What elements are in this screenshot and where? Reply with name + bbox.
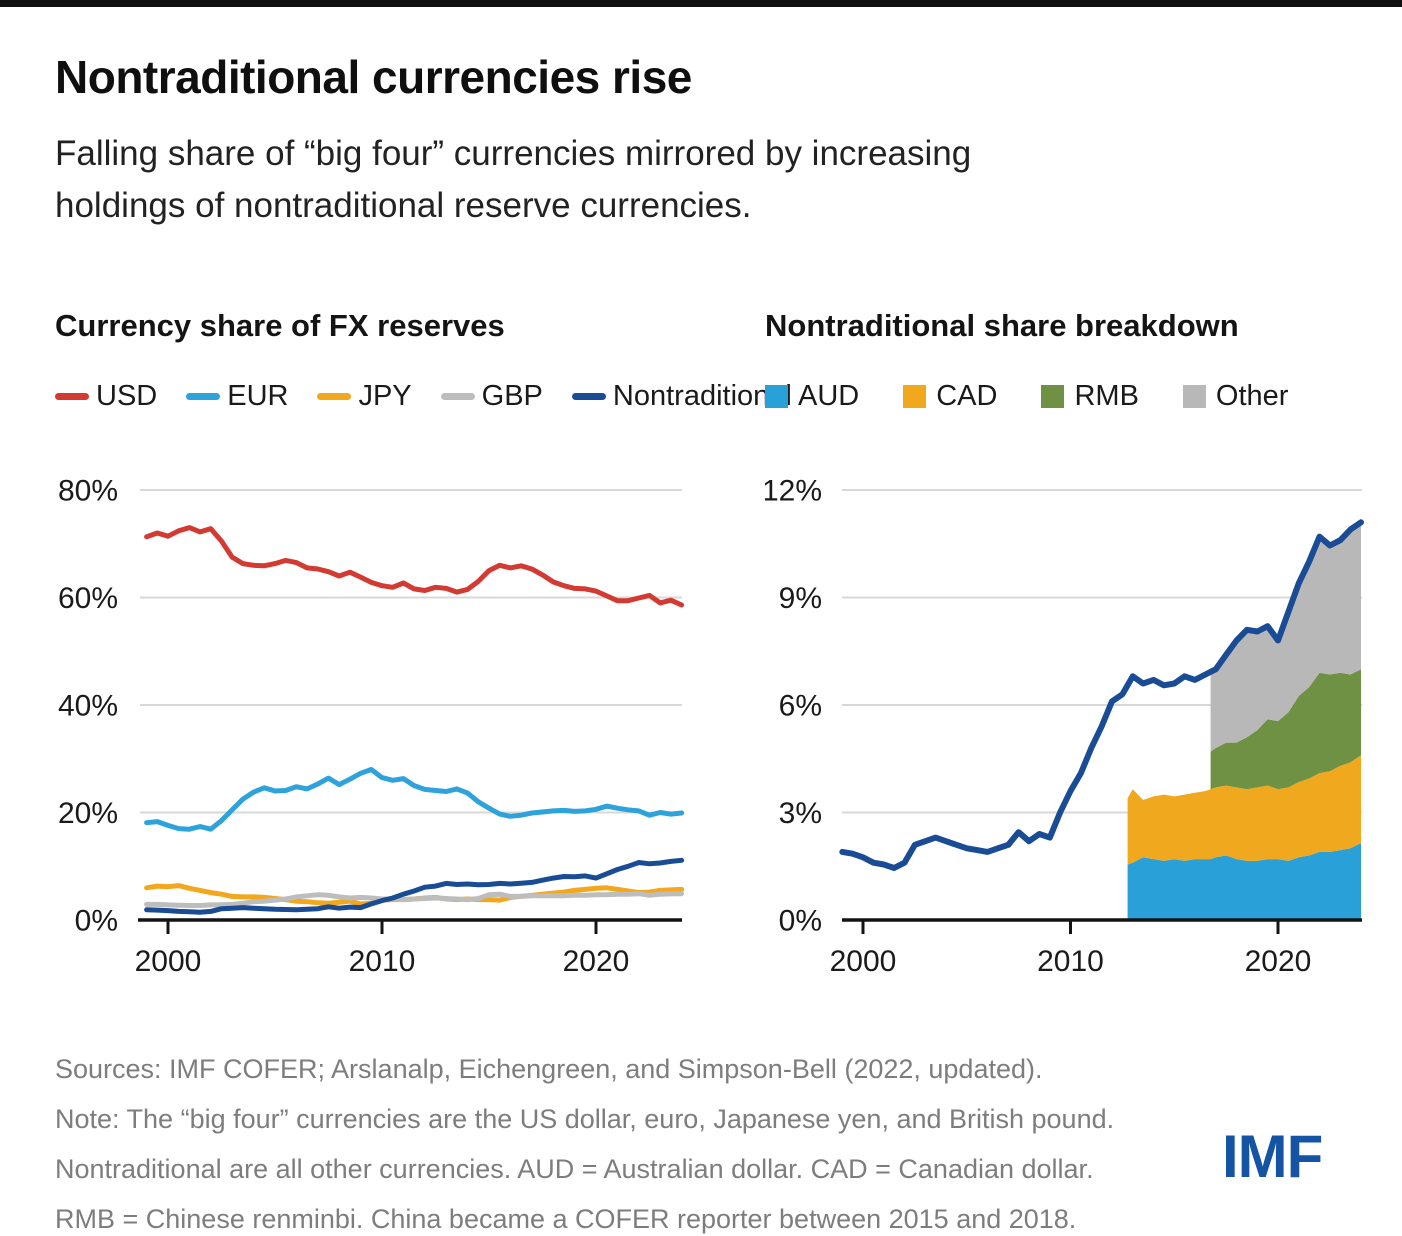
usd-swatch-icon: [55, 393, 89, 400]
y-tick-label-80%: 80%: [58, 475, 118, 508]
legend-label-usd: USD: [96, 380, 158, 412]
y-tick-label-6%: 6%: [779, 690, 822, 723]
jpy-swatch-icon: [317, 393, 352, 400]
right-chart-title: Nontraditional share breakdown: [765, 308, 1239, 343]
x-tick-label-2010: 2010: [349, 945, 416, 978]
eur-line: [144, 767, 685, 832]
legend-item-usd: USD: [55, 380, 157, 413]
legend-item-cad: CAD: [903, 380, 997, 413]
legend-item-aud: AUD: [765, 380, 859, 413]
cad-area: [1127, 755, 1361, 865]
page-subtitle: Falling share of “big four” currencies m…: [55, 128, 1315, 232]
legend-item-gbp: GBP: [440, 380, 543, 413]
legend-label-jpy: JPY: [358, 380, 412, 412]
legend-item-jpy: JPY: [317, 380, 412, 413]
y-tick-label-0%: 0%: [779, 905, 822, 938]
rmb-swatch-icon: [1041, 385, 1065, 408]
page-title: Nontraditional currencies rise: [55, 51, 692, 103]
y-tick-label-60%: 60%: [58, 582, 118, 615]
y-tick-label-9%: 9%: [779, 582, 822, 615]
legend-label-cad: CAD: [936, 380, 998, 412]
legend-item-eur: EUR: [186, 380, 288, 413]
gbp-line: [144, 891, 685, 908]
footer-line-2: Note: The “big four” currencies are the …: [55, 1104, 1115, 1134]
usd-line: [144, 525, 685, 608]
line-chart-fx-reserves: 0% 20% 40% 60% 80% 2000 2010 2020: [58, 475, 685, 978]
y-tick-label-0%: 0%: [75, 905, 118, 938]
imf-logo: IMF: [1222, 1123, 1323, 1190]
y-tick-label-40%: 40%: [58, 690, 118, 723]
left-chart-legend: USD EUR JPY GBP Nontraditional: [55, 380, 821, 413]
rmb-area: [1210, 669, 1361, 790]
aud-swatch-icon: [765, 385, 788, 408]
nontraditional-line: [839, 519, 1364, 871]
legend-item-nontraditional: Nontraditional: [571, 380, 792, 413]
other-area: [1210, 525, 1361, 752]
x-tick-label-2020: 2020: [563, 945, 630, 978]
y-tick-label-20%: 20%: [58, 797, 118, 830]
cad-swatch-icon: [903, 385, 927, 408]
legend-item-other: Other: [1182, 380, 1289, 413]
legend-label-rmb: RMB: [1074, 380, 1139, 412]
x-tick-label-2010: 2010: [1037, 945, 1104, 978]
legend-label-gbp: GBP: [481, 380, 543, 412]
top-accent-bar: [0, 0, 1402, 7]
nontraditional-swatch-icon: [571, 393, 606, 400]
y-tick-label-12%: 12%: [765, 475, 822, 508]
subtitle-line-2: holdings of nontraditional reserve curre…: [55, 186, 752, 225]
legend-label-nontraditional: Nontraditional: [612, 380, 792, 412]
right-chart-legend: AUD CAD RMB Other: [765, 380, 1332, 413]
source-note: Sources: IMF COFER; Arslanalp, Eichengre…: [55, 1044, 1255, 1236]
footer-line-3: Nontraditional are all other currencies.…: [55, 1154, 1094, 1184]
aud-area: [1127, 843, 1361, 920]
left-chart-title: Currency share of FX reserves: [55, 308, 505, 343]
gbp-swatch-icon: [440, 393, 475, 400]
x-tick-label-2000: 2000: [135, 945, 202, 978]
x-tick-label-2000: 2000: [830, 945, 897, 978]
footer-line-1: Sources: IMF COFER; Arslanalp, Eichengre…: [55, 1054, 1043, 1084]
legend-label-eur: EUR: [227, 380, 289, 412]
legend-label-aud: AUD: [798, 380, 860, 412]
y-tick-label-3%: 3%: [779, 797, 822, 830]
legend-item-rmb: RMB: [1041, 380, 1139, 413]
legend-label-other: Other: [1215, 380, 1289, 412]
other-swatch-icon: [1182, 385, 1206, 408]
nontraditional-line: [144, 857, 685, 915]
subtitle-line-1: Falling share of “big four” currencies m…: [55, 134, 972, 173]
x-tick-label-2020: 2020: [1245, 945, 1312, 978]
eur-swatch-icon: [186, 393, 221, 400]
footer-line-4: RMB = Chinese renminbi. China became a C…: [55, 1204, 1077, 1234]
stacked-area-chart-nontraditional: 0% 3% 6% 9% 12% 2000 2010 2020: [765, 475, 1364, 978]
